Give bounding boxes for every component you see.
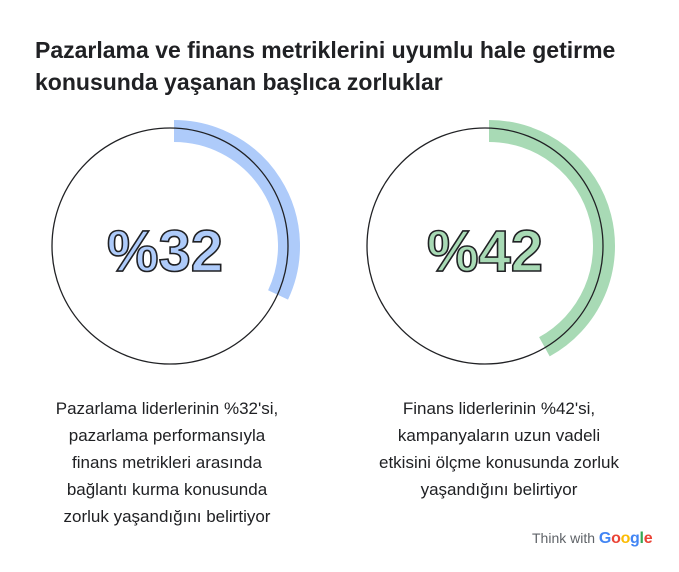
google-letter: o	[611, 530, 621, 547]
donut-left-caption: Pazarlama liderlerinin %32'si, pazarlama…	[22, 395, 312, 530]
caption-line: Pazarlama liderlerinin %32'si,	[55, 399, 279, 418]
google-letter: l	[639, 530, 644, 547]
donut-left: %32	[51, 120, 300, 365]
chart-title: Pazarlama ve finans metriklerini uyumlu …	[35, 34, 655, 98]
caption-line: finans metrikleri arasında	[72, 453, 262, 472]
google-letter: o	[620, 530, 631, 547]
google-letter: e	[643, 530, 653, 547]
chart-title-line-2: konusunda yaşanan başlıca zorluklar	[35, 69, 443, 95]
donut-right-value-label: %42	[427, 219, 543, 284]
caption-line: kampanyaların uzun vadeli	[397, 426, 601, 445]
donut-right: %42	[366, 120, 615, 365]
caption-line: Finans liderlerinin %42'si,	[402, 399, 596, 418]
caption-line: etkisini ölçme konusunda zorluk	[378, 453, 619, 472]
donut-right-outline	[366, 127, 604, 365]
chart-title-line-1: Pazarlama ve finans metriklerini uyumlu …	[35, 37, 616, 63]
google-wordmark: Google	[598, 530, 653, 547]
donut-right-caption: Finans liderlerinin %42'si, kampanyaları…	[354, 395, 644, 503]
brand-prefix: Think with	[532, 530, 596, 546]
caption-line: zorluk yaşandığını belirtiyor	[63, 507, 271, 526]
caption-line: pazarlama performansıyla	[68, 426, 266, 445]
caption-line: yaşandığını belirtiyor	[420, 480, 578, 499]
think-with-google-logo: Think with Google	[532, 530, 653, 548]
donut-left-value-label: %32	[107, 219, 223, 284]
google-letter: G	[598, 530, 612, 547]
google-letter: g	[630, 530, 640, 547]
caption-line: bağlantı kurma konusunda	[66, 480, 268, 499]
donut-left-outline	[51, 127, 289, 365]
